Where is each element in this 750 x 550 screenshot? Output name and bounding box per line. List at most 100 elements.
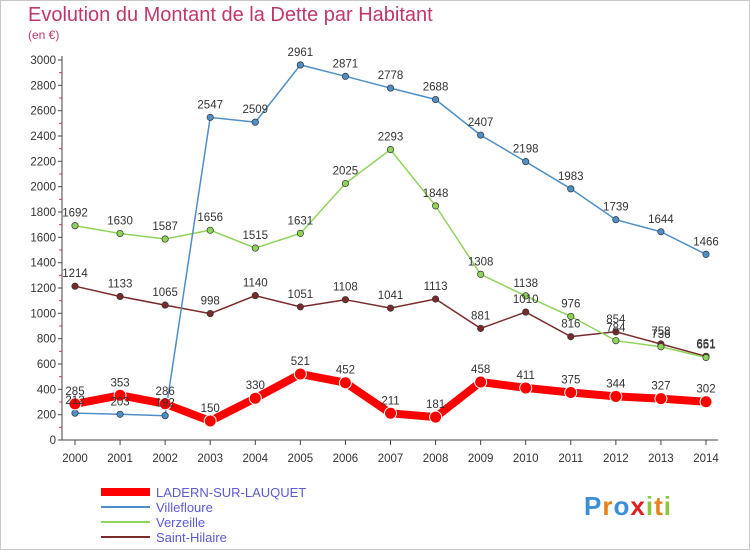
data-label-villefloure: 2407 xyxy=(468,117,494,129)
logo-letter: r xyxy=(602,491,614,521)
legend-label-verzeille: Verzeille xyxy=(156,515,205,530)
data-point-verzeille xyxy=(567,312,575,320)
data-label-verzeille: 1656 xyxy=(197,212,223,224)
data-label-ladern-sur-lauquet: 375 xyxy=(561,375,580,387)
data-label-ladern-sur-lauquet: 458 xyxy=(471,364,490,376)
data-label-verzeille: 1848 xyxy=(423,188,449,200)
data-label-ladern-sur-lauquet: 150 xyxy=(201,403,220,415)
data-point-ladern-sur-lauquet xyxy=(384,406,397,420)
data-point-saint-hilaire xyxy=(567,333,575,341)
data-point-villefloure xyxy=(612,216,620,224)
data-point-ladern-sur-lauquet xyxy=(564,386,578,399)
legend-label-saint-hilaire: Saint-Hilaire xyxy=(156,530,227,545)
y-tick-label: 1400 xyxy=(30,258,56,270)
data-point-villefloure xyxy=(657,228,665,236)
data-point-villefloure xyxy=(206,113,214,121)
data-label-villefloure: 2688 xyxy=(423,82,449,94)
unit-label: (en €) xyxy=(28,28,60,42)
data-point-verzeille xyxy=(386,146,395,154)
data-label-saint-hilaire: 1010 xyxy=(513,294,539,306)
data-label-verzeille: 976 xyxy=(561,298,580,310)
data-label-verzeille: 784 xyxy=(606,323,626,335)
data-point-villefloure xyxy=(522,158,530,166)
data-label-ladern-sur-lauquet: 344 xyxy=(606,378,626,390)
data-label-villefloure: 2547 xyxy=(197,99,223,111)
x-tick-label: 2001 xyxy=(107,453,133,465)
data-point-villefloure xyxy=(251,118,259,126)
data-point-verzeille xyxy=(477,270,485,278)
legend: LADERN-SUR-LAUQUETVillefloureVerzeilleSa… xyxy=(101,485,306,545)
data-label-saint-hilaire: 1051 xyxy=(288,289,314,301)
proxiti-logo: Proxiti xyxy=(584,491,672,522)
data-label-villefloure: 2198 xyxy=(513,144,539,156)
data-label-ladern-sur-lauquet: 353 xyxy=(110,377,129,389)
data-point-saint-hilaire xyxy=(612,328,620,336)
data-label-verzeille: 1138 xyxy=(513,278,538,290)
data-point-verzeille xyxy=(702,353,710,362)
data-point-verzeille xyxy=(116,229,124,238)
y-tick-label: 2600 xyxy=(30,106,56,118)
data-point-ladern-sur-lauquet xyxy=(248,391,262,405)
data-label-ladern-sur-lauquet: 285 xyxy=(65,386,84,398)
data-point-ladern-sur-lauquet xyxy=(699,395,713,409)
data-label-villefloure: 2778 xyxy=(378,70,404,82)
data-point-saint-hilaire xyxy=(432,295,440,303)
x-tick-label: 2011 xyxy=(558,453,583,465)
x-tick-label: 2000 xyxy=(62,453,88,465)
x-tick-label: 2014 xyxy=(693,453,719,465)
data-point-saint-hilaire xyxy=(71,282,79,290)
legend-label-ladern-sur-lauquet: LADERN-SUR-LAUQUET xyxy=(156,485,306,500)
data-label-villefloure: 1739 xyxy=(603,202,629,214)
data-label-saint-hilaire: 661 xyxy=(696,338,715,350)
data-label-villefloure: 1466 xyxy=(693,236,719,248)
data-point-villefloure xyxy=(116,410,124,418)
data-point-villefloure xyxy=(296,61,304,69)
y-tick-label: 1800 xyxy=(30,207,56,219)
data-label-ladern-sur-lauquet: 452 xyxy=(336,365,355,377)
data-point-ladern-sur-lauquet xyxy=(338,376,352,390)
data-point-ladern-sur-lauquet xyxy=(654,392,668,406)
data-point-ladern-sur-lauquet xyxy=(293,367,307,381)
y-tick-label: 600 xyxy=(37,359,56,371)
y-tick-label: 1600 xyxy=(30,232,56,244)
data-label-verzeille: 736 xyxy=(651,329,670,341)
y-tick-label: 800 xyxy=(37,334,56,346)
data-point-villefloure xyxy=(161,412,169,420)
logo-letter: P xyxy=(584,491,603,521)
data-point-verzeille xyxy=(341,179,349,188)
data-label-saint-hilaire: 1108 xyxy=(333,282,358,294)
data-point-saint-hilaire xyxy=(206,310,214,318)
data-label-ladern-sur-lauquet: 211 xyxy=(381,395,399,407)
x-tick-label: 2012 xyxy=(603,453,629,465)
data-point-ladern-sur-lauquet xyxy=(203,414,217,428)
data-label-saint-hilaire: 816 xyxy=(561,319,580,331)
y-tick-label: 400 xyxy=(37,384,56,396)
data-labels-layer: 1214 1133 1065 998 1140 1051 1108 1041 1113 881 10… xyxy=(62,47,719,415)
data-label-ladern-sur-lauquet: 286 xyxy=(156,386,175,398)
y-tick-label: 2800 xyxy=(30,80,56,92)
data-point-verzeille xyxy=(432,202,440,210)
data-point-ladern-sur-lauquet xyxy=(429,410,443,424)
data-label-villefloure: 2509 xyxy=(242,104,268,116)
data-label-villefloure: 1983 xyxy=(558,171,584,183)
x-tick-label: 2010 xyxy=(513,453,539,465)
data-point-verzeille xyxy=(657,343,665,351)
x-tick-label: 2007 xyxy=(378,453,404,465)
x-tick-label: 2004 xyxy=(242,453,268,465)
data-label-verzeille: 2293 xyxy=(378,132,404,144)
data-point-verzeille xyxy=(612,337,620,345)
y-tick-label: 1200 xyxy=(30,283,56,295)
data-label-saint-hilaire: 854 xyxy=(606,314,626,326)
data-point-villefloure xyxy=(702,250,710,258)
data-label-verzeille: 1515 xyxy=(242,230,268,242)
data-label-verzeille: 1692 xyxy=(62,208,88,220)
data-point-ladern-sur-lauquet xyxy=(113,388,127,402)
data-label-saint-hilaire: 1065 xyxy=(152,287,178,299)
data-label-saint-hilaire: 1214 xyxy=(62,268,88,280)
data-label-verzeille: 1587 xyxy=(152,221,178,233)
data-point-verzeille xyxy=(522,292,530,300)
data-label-saint-hilaire: 1113 xyxy=(424,281,448,293)
data-label-villefloure: 2961 xyxy=(288,47,314,59)
x-tick-label: 2008 xyxy=(423,453,449,465)
